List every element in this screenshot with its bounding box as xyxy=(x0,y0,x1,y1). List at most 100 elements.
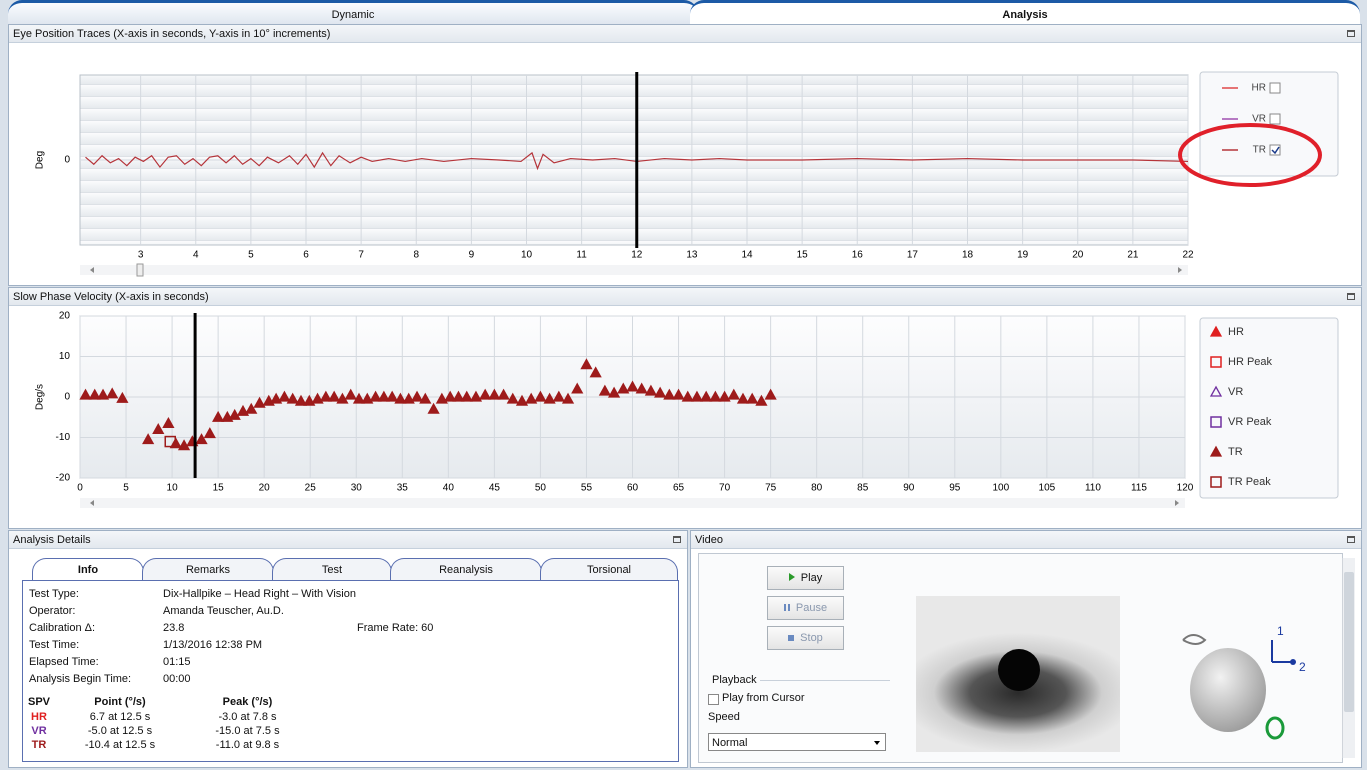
data-point xyxy=(203,427,216,439)
data-point xyxy=(402,392,415,404)
data-point xyxy=(690,390,704,402)
x-tick-label: 45 xyxy=(489,483,501,494)
x-tick-label: 5 xyxy=(123,483,129,494)
data-point xyxy=(497,388,510,400)
legend-label: VR xyxy=(1228,386,1243,398)
speed-select[interactable]: Normal xyxy=(708,733,886,751)
info-value: 00:00 xyxy=(163,673,191,685)
y-tick-label: 20 xyxy=(59,311,71,322)
legend-label: HR xyxy=(1228,326,1244,338)
x-tick-label: 105 xyxy=(1039,483,1056,494)
scrollbar[interactable] xyxy=(80,265,1188,275)
legend-checkbox[interactable] xyxy=(1269,144,1281,156)
playback-label: Playback xyxy=(712,674,757,686)
legend-marker xyxy=(1209,445,1223,457)
spv-cell: -3.0 at 7.8 s xyxy=(218,711,277,723)
data-point xyxy=(270,392,283,404)
data-point xyxy=(515,394,529,406)
info-label: Operator: xyxy=(29,605,76,617)
legend-label: HR xyxy=(1252,83,1266,94)
panel-header: Eye Position Traces (X-axis in seconds, … xyxy=(9,25,1361,43)
panel-header: Video xyxy=(691,531,1361,549)
data-point xyxy=(626,380,639,392)
spv-header: Point (°/s) xyxy=(94,696,146,708)
tab-label: Analysis xyxy=(1002,9,1048,21)
data-point xyxy=(162,416,175,428)
data-point xyxy=(419,392,432,404)
data-point xyxy=(635,382,648,394)
data-point xyxy=(286,392,299,404)
head-model xyxy=(1190,648,1266,732)
x-tick-label: 11 xyxy=(576,250,587,261)
data-point xyxy=(552,390,565,402)
tab-label: Reanalysis xyxy=(439,564,493,576)
x-tick-label: 30 xyxy=(351,483,363,494)
x-tick-label: 15 xyxy=(213,483,225,494)
scroll-thumb[interactable] xyxy=(136,263,144,277)
x-tick-label: 12 xyxy=(631,250,643,261)
legend-checkbox[interactable] xyxy=(1269,82,1281,94)
play-icon xyxy=(788,573,795,581)
scroll-arrow[interactable] xyxy=(90,500,94,506)
tab-label: Torsional xyxy=(586,564,632,576)
data-point xyxy=(245,402,258,414)
minimize-button[interactable] xyxy=(1347,536,1355,543)
scroll-arrow[interactable] xyxy=(90,267,94,273)
scroll-arrow[interactable] xyxy=(1175,500,1179,506)
spv-row-label: VR xyxy=(31,725,47,737)
scroll-thumb[interactable] xyxy=(1344,572,1354,712)
data-point xyxy=(718,390,731,402)
scroll-arrow[interactable] xyxy=(1178,267,1182,273)
minimize-button[interactable] xyxy=(1347,30,1355,37)
data-point xyxy=(598,384,611,396)
x-tick-label: 7 xyxy=(358,250,364,261)
data-point xyxy=(709,390,722,402)
stop-button[interactable]: Stop xyxy=(767,626,844,650)
info-value: 23.8 xyxy=(163,622,185,634)
y-tick-label: 0 xyxy=(64,392,70,403)
minimize-button[interactable] xyxy=(673,536,681,543)
data-point xyxy=(361,392,374,404)
x-tick-label: 5 xyxy=(248,250,254,261)
tab-dynamic[interactable]: Dynamic xyxy=(8,0,698,24)
play-button[interactable]: Play xyxy=(767,566,844,590)
y-tick-label: 0 xyxy=(64,155,70,166)
pause-button[interactable]: Pause xyxy=(767,596,844,620)
x-tick-label: 20 xyxy=(1072,250,1084,261)
tab-analysis[interactable]: Analysis xyxy=(690,0,1360,24)
checkbox-label: Play from Cursor xyxy=(722,692,805,704)
details-tab[interactable]: Torsional xyxy=(540,558,678,580)
data-point xyxy=(755,394,768,406)
info-value: 01:15 xyxy=(163,656,191,668)
tab-label: Dynamic xyxy=(331,9,375,21)
legend-marker xyxy=(1209,325,1223,337)
legend-marker xyxy=(1210,476,1222,488)
scrollbar[interactable] xyxy=(80,498,1185,508)
x-tick-label: 9 xyxy=(469,250,475,261)
panel-header: Analysis Details xyxy=(9,531,687,549)
scrollbar[interactable] xyxy=(1342,558,1355,758)
details-tab[interactable]: Info xyxy=(32,558,144,580)
x-tick-label: 8 xyxy=(413,250,419,261)
spv-cell: -15.0 at 7.5 s xyxy=(215,725,280,737)
x-tick-label: 55 xyxy=(581,483,593,494)
x-tick-label: 18 xyxy=(962,250,974,261)
checkbox[interactable] xyxy=(708,694,719,705)
minimize-button[interactable] xyxy=(1347,293,1355,300)
data-point xyxy=(228,408,241,420)
canal-model xyxy=(1265,716,1285,740)
details-tab[interactable]: Remarks xyxy=(142,558,274,580)
button-label: Pause xyxy=(795,602,828,614)
x-tick-label: 3 xyxy=(138,250,144,261)
legend-checkbox[interactable] xyxy=(1269,113,1281,125)
data-point xyxy=(589,366,602,378)
x-tick-label: 17 xyxy=(907,250,919,261)
separator xyxy=(760,680,890,681)
annotation-circle xyxy=(1178,123,1322,187)
data-point xyxy=(444,390,457,402)
data-point xyxy=(764,388,777,400)
details-tab[interactable]: Reanalysis xyxy=(390,558,542,580)
details-tab[interactable]: Test xyxy=(272,558,392,580)
x-tick-label: 70 xyxy=(719,483,731,494)
data-point xyxy=(561,392,575,404)
